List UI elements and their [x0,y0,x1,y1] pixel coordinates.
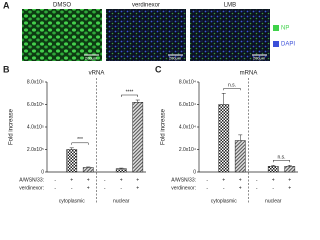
scale-bar-label: 200μm [85,56,98,61]
y-tick-label: 2.0x10⁵ [27,147,44,153]
condition-sign: - [104,177,106,183]
bar [234,140,246,173]
micrograph [22,9,102,61]
legend-swatch [273,41,279,47]
condition-sign: + [70,177,73,183]
y-tick-label: 0 [41,169,44,175]
group-label: nuclear [265,198,282,204]
scale-bar-label: 200μm [169,56,182,61]
significance-bracket [273,160,290,163]
condition-name: verdinexor: [171,185,196,191]
significance-label: **** [126,89,134,95]
bar [218,104,230,173]
bar [82,167,94,173]
panel-letter: A [3,0,10,10]
condition-sign: - [256,185,258,191]
y-axis-label: Fold increase [161,108,167,145]
condition-sign: - [206,185,208,191]
bar [132,102,144,173]
y-tick-label: 2.0x10⁴ [179,147,196,153]
micrograph [190,9,270,61]
image-label: DMSO [53,3,71,9]
condition-sign: - [206,177,208,183]
y-tick-label: 8.0x10⁴ [179,79,196,85]
image-label: verdinexor [132,3,160,9]
condition-sign: + [239,185,242,191]
condition-sign: + [239,177,242,183]
condition-sign: + [288,185,291,191]
bar [66,149,78,173]
significance-bracket [223,88,241,91]
condition-sign: - [223,185,225,191]
panel-letter: B [3,64,10,74]
bar [115,168,127,173]
group-label: nuclear [113,198,130,204]
condition-sign: + [222,177,225,183]
legend-label: NP [281,26,289,32]
condition-sign: + [136,177,139,183]
panel-letter: C [155,64,162,74]
condition-sign: + [87,177,90,183]
group-label: cytoplasmic [211,198,238,204]
legend-swatch [273,25,279,31]
y-tick-label: 4.0x10⁴ [179,124,196,130]
significance-bracket [71,142,89,145]
figure: A DMSO 200μm verdinexor 200μm LMB 200μm NP DAPI B… [3,0,298,204]
y-tick-label: 6.0x10⁵ [27,102,44,108]
condition-sign: + [136,185,139,191]
y-tick-label: 0 [193,169,196,175]
condition-name: A/WSN/33: [19,177,44,183]
condition-name: A/WSN/33: [171,177,196,183]
condition-sign: + [272,177,275,183]
condition-sign: + [120,177,123,183]
condition-sign: - [256,177,258,183]
legend-label: DAPI [281,42,295,48]
y-axis-label: Fold increase [9,108,15,145]
y-tick-label: 8.0x10⁵ [27,79,44,85]
y-tick-label: 4.0x10⁵ [27,124,44,130]
image-label: LMB [224,3,236,9]
chart-title: vRNA [89,71,105,77]
condition-sign: + [288,177,291,183]
bar [284,166,296,173]
group-label: cytoplasmic [59,198,86,204]
condition-sign: - [104,185,106,191]
scale-bar-label: 200μm [253,56,266,61]
condition-sign: - [120,185,122,191]
chart-title: mRNA [240,71,258,77]
y-tick-label: 6.0x10⁴ [179,102,196,108]
significance-label: n.s. [228,83,236,89]
condition-sign: - [71,185,73,191]
micrograph [106,9,186,61]
condition-sign: - [54,185,56,191]
condition-sign: + [87,185,90,191]
bar [267,166,279,173]
condition-sign: - [54,177,56,183]
significance-label: n.s. [277,155,285,161]
condition-sign: - [272,185,274,191]
condition-name: verdinexor: [19,185,44,191]
significance-label: *** [77,137,83,143]
significance-bracket [121,94,138,97]
